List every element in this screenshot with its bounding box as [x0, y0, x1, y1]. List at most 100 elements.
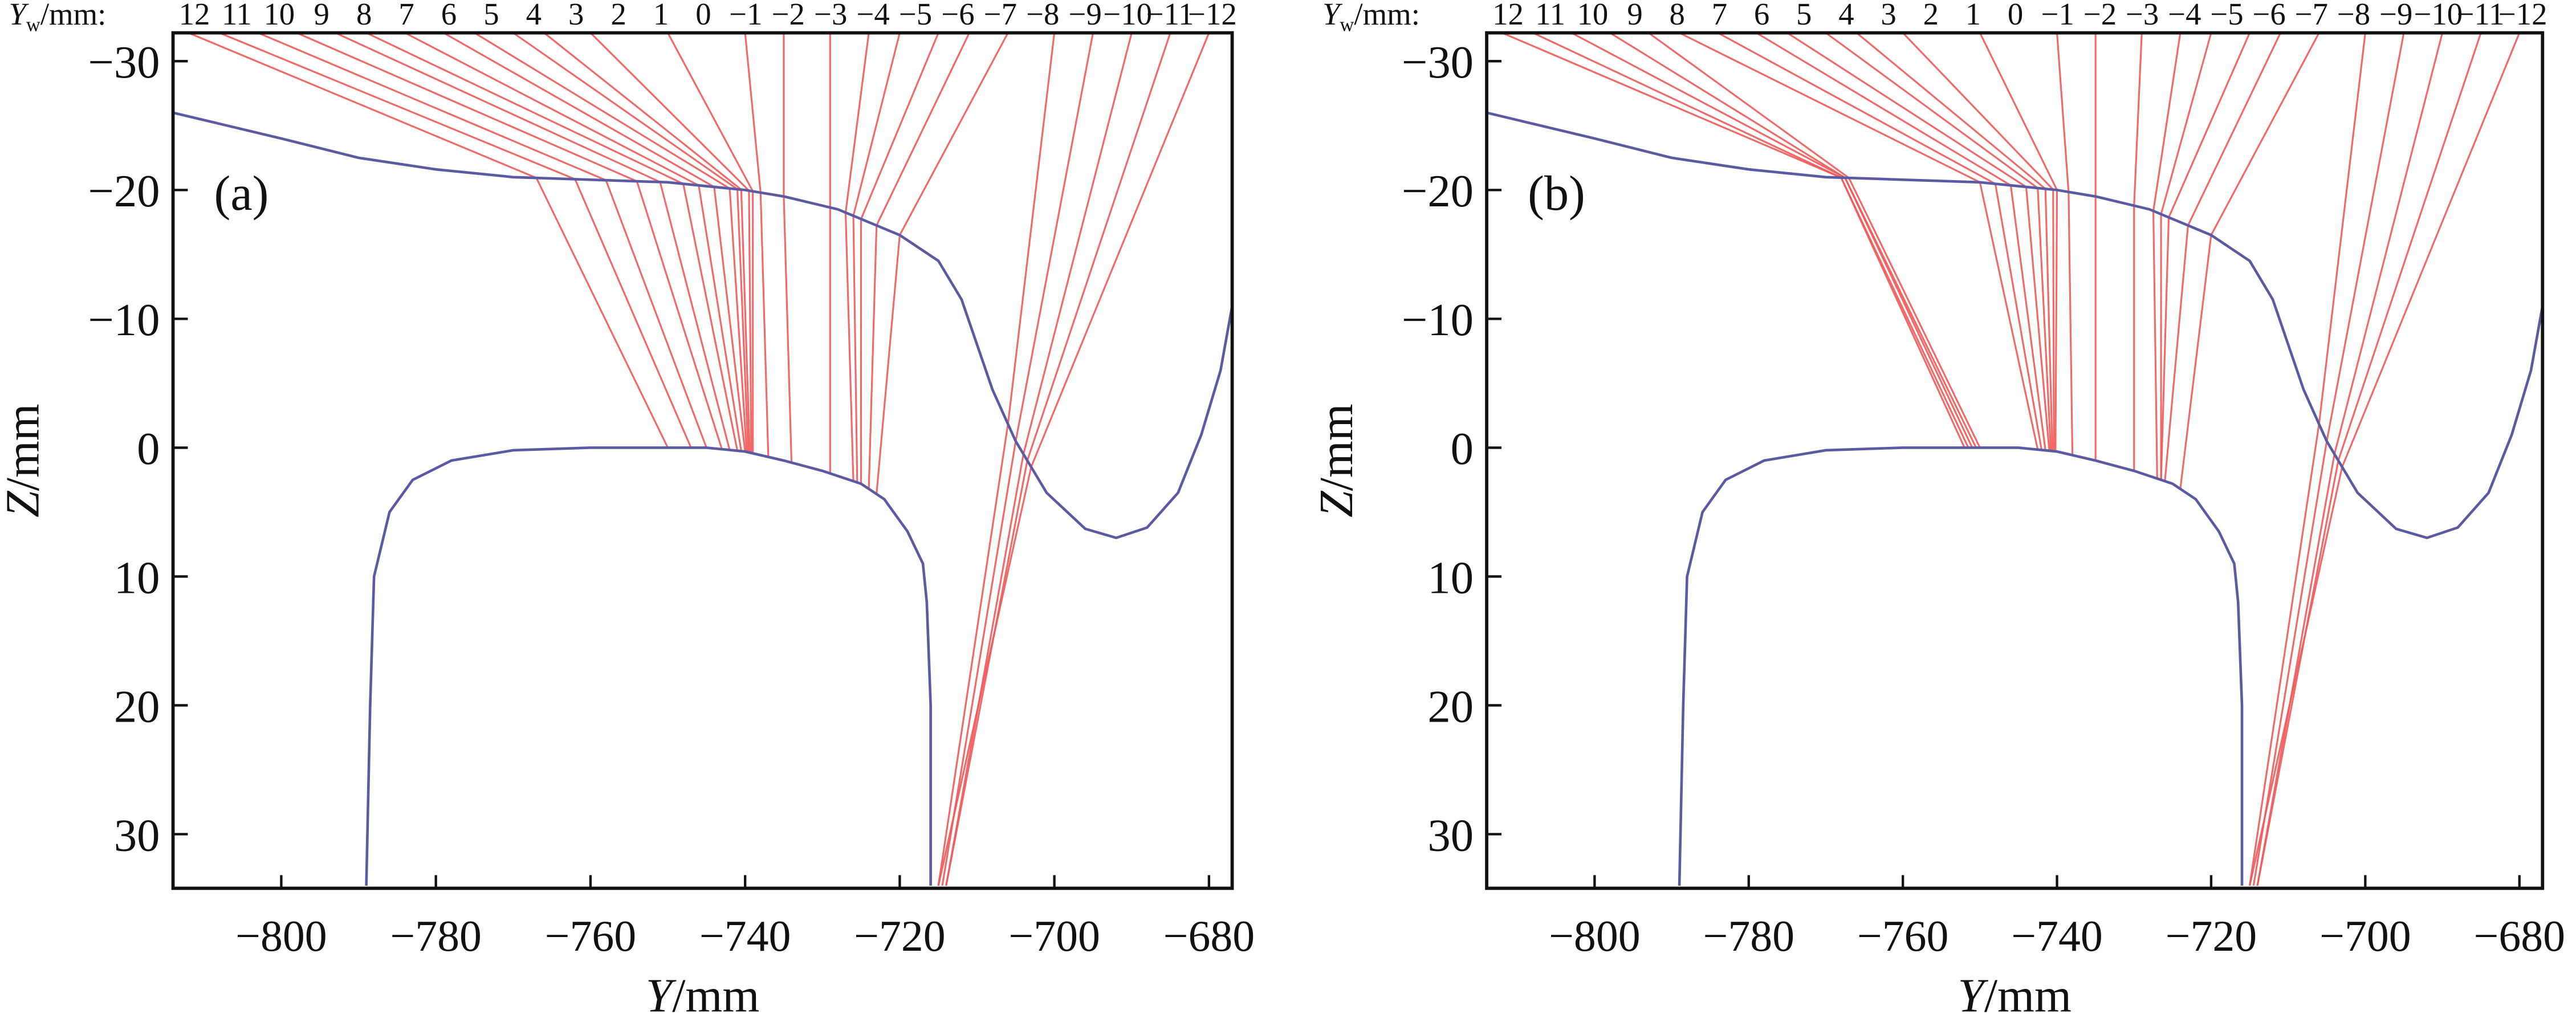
y-tick-label: −30 [1402, 37, 1474, 88]
y-axis-unit: /mm [0, 404, 49, 491]
y-axis-var: Z [0, 490, 49, 518]
x-axis-label: Y/mm [1958, 970, 2072, 1018]
top-tick-label: 2 [611, 0, 626, 31]
x-tick-label: −760 [545, 911, 637, 960]
top-axis-label: Yw/mm: [9, 0, 106, 36]
top-tick-label: 0 [2008, 0, 2023, 31]
top-tick-label: 2 [1923, 0, 1939, 31]
top-tick-label: 4 [1838, 0, 1854, 31]
top-tick-label: −11 [2457, 0, 2505, 31]
x-tick-label: −780 [390, 911, 482, 960]
top-tick-label: 10 [263, 0, 295, 31]
contact-line [1756, 32, 2046, 451]
x-tick-label: −740 [699, 911, 791, 960]
wheel-profile-line [1486, 111, 2544, 540]
top-tick-label: 9 [1627, 0, 1642, 31]
top-axis-unit: /mm: [1354, 0, 1420, 31]
top-tick-label: −9 [1069, 0, 1102, 31]
contact-line [1679, 32, 2039, 450]
top-tick-label: 0 [695, 0, 711, 31]
y-tick-label: 30 [114, 810, 160, 861]
top-tick-label: −7 [2295, 0, 2328, 31]
plot-frame [1485, 31, 2545, 890]
top-tick-label: −11 [1146, 0, 1194, 31]
top-tick-label: −12 [1188, 0, 1237, 31]
y-axis-var: Z [1311, 490, 1363, 518]
x-tick-label: −700 [1008, 911, 1100, 960]
top-tick-label: −4 [857, 0, 890, 31]
contact-line [1532, 32, 1969, 449]
top-tick-label: 9 [314, 0, 329, 31]
contact-line [2256, 32, 2482, 886]
contact-line [941, 32, 1094, 886]
y-axis-unit: /mm [1311, 404, 1363, 491]
top-tick-label: 12 [179, 0, 210, 31]
contact-line [335, 32, 731, 450]
x-axis-var: Y [1958, 970, 1988, 1018]
contact-line [258, 32, 707, 448]
contact-line [404, 32, 742, 451]
contact-line [2252, 32, 2405, 886]
x-tick-label: −800 [1549, 911, 1641, 960]
top-tick-label: 7 [398, 0, 414, 31]
top-tick-label: −12 [2498, 0, 2547, 31]
y-tick-label: −20 [88, 166, 160, 217]
y-axis-label: Z/mm [1311, 404, 1363, 518]
top-tick-label: −1 [729, 0, 762, 31]
top-axis-unit: /mm: [40, 0, 107, 31]
y-tick-label: 20 [1427, 681, 1474, 732]
top-tick-label: −8 [1026, 0, 1059, 31]
y-tick-label: 30 [1427, 810, 1474, 861]
contact-line [876, 32, 1009, 494]
top-tick-label: 11 [222, 0, 252, 31]
top-tick-label: −3 [2126, 0, 2159, 31]
top-tick-label: 4 [526, 0, 542, 31]
contact-line [937, 32, 1056, 886]
top-tick-label: 8 [356, 0, 372, 31]
x-tick-label: −680 [1163, 911, 1255, 960]
top-tick-label: −8 [2337, 0, 2370, 31]
top-axis-var: Y [1322, 0, 1343, 31]
top-tick-label: 6 [441, 0, 457, 31]
top-tick-label: 3 [1881, 0, 1896, 31]
x-tick-label: −740 [2011, 911, 2103, 960]
top-tick-label: −6 [941, 0, 974, 31]
top-axis-sub: w [1340, 14, 1354, 36]
x-tick-label: −700 [2319, 911, 2411, 960]
contact-line [2160, 32, 2251, 480]
contact-line [2164, 32, 2282, 482]
top-tick-label: 10 [1577, 0, 1609, 31]
top-tick-label: 7 [1712, 0, 1727, 31]
top-tick-label: −10 [1103, 0, 1152, 31]
contact-line [2133, 32, 2143, 471]
x-axis-var: Y [646, 970, 677, 1018]
y-tick-label: −10 [88, 295, 160, 345]
top-tick-label: 5 [483, 0, 499, 31]
contact-line [2056, 32, 2074, 455]
contact-line [937, 32, 1210, 886]
top-axis-label: Yw/mm: [1322, 0, 1420, 36]
contact-line [1648, 32, 1981, 449]
top-tick-label: 5 [1796, 0, 1812, 31]
panel-label: (a) [214, 166, 269, 221]
plot-frame [171, 31, 1234, 890]
top-tick-label: −10 [2414, 0, 2463, 31]
contact-line [945, 32, 1171, 886]
x-tick-label: −760 [1857, 911, 1949, 960]
top-tick-label: −5 [899, 0, 932, 31]
contact-line [474, 32, 748, 452]
top-tick-label: 12 [1492, 0, 1524, 31]
top-tick-label: −1 [2041, 0, 2074, 31]
contact-line [783, 32, 793, 463]
y-tick-label: 10 [114, 552, 160, 603]
y-tick-label: −20 [1402, 166, 1474, 217]
x-axis-label: Y/mm [646, 970, 760, 1018]
contact-line [188, 32, 669, 449]
x-axis-unit: /mm [1984, 970, 2072, 1018]
contact-line [512, 32, 750, 453]
rail-profile-line [1678, 446, 2244, 886]
top-tick-label: −2 [2083, 0, 2117, 31]
contact-line [543, 32, 751, 453]
panel-label: (b) [1528, 166, 1585, 221]
x-tick-label: −800 [235, 911, 327, 960]
